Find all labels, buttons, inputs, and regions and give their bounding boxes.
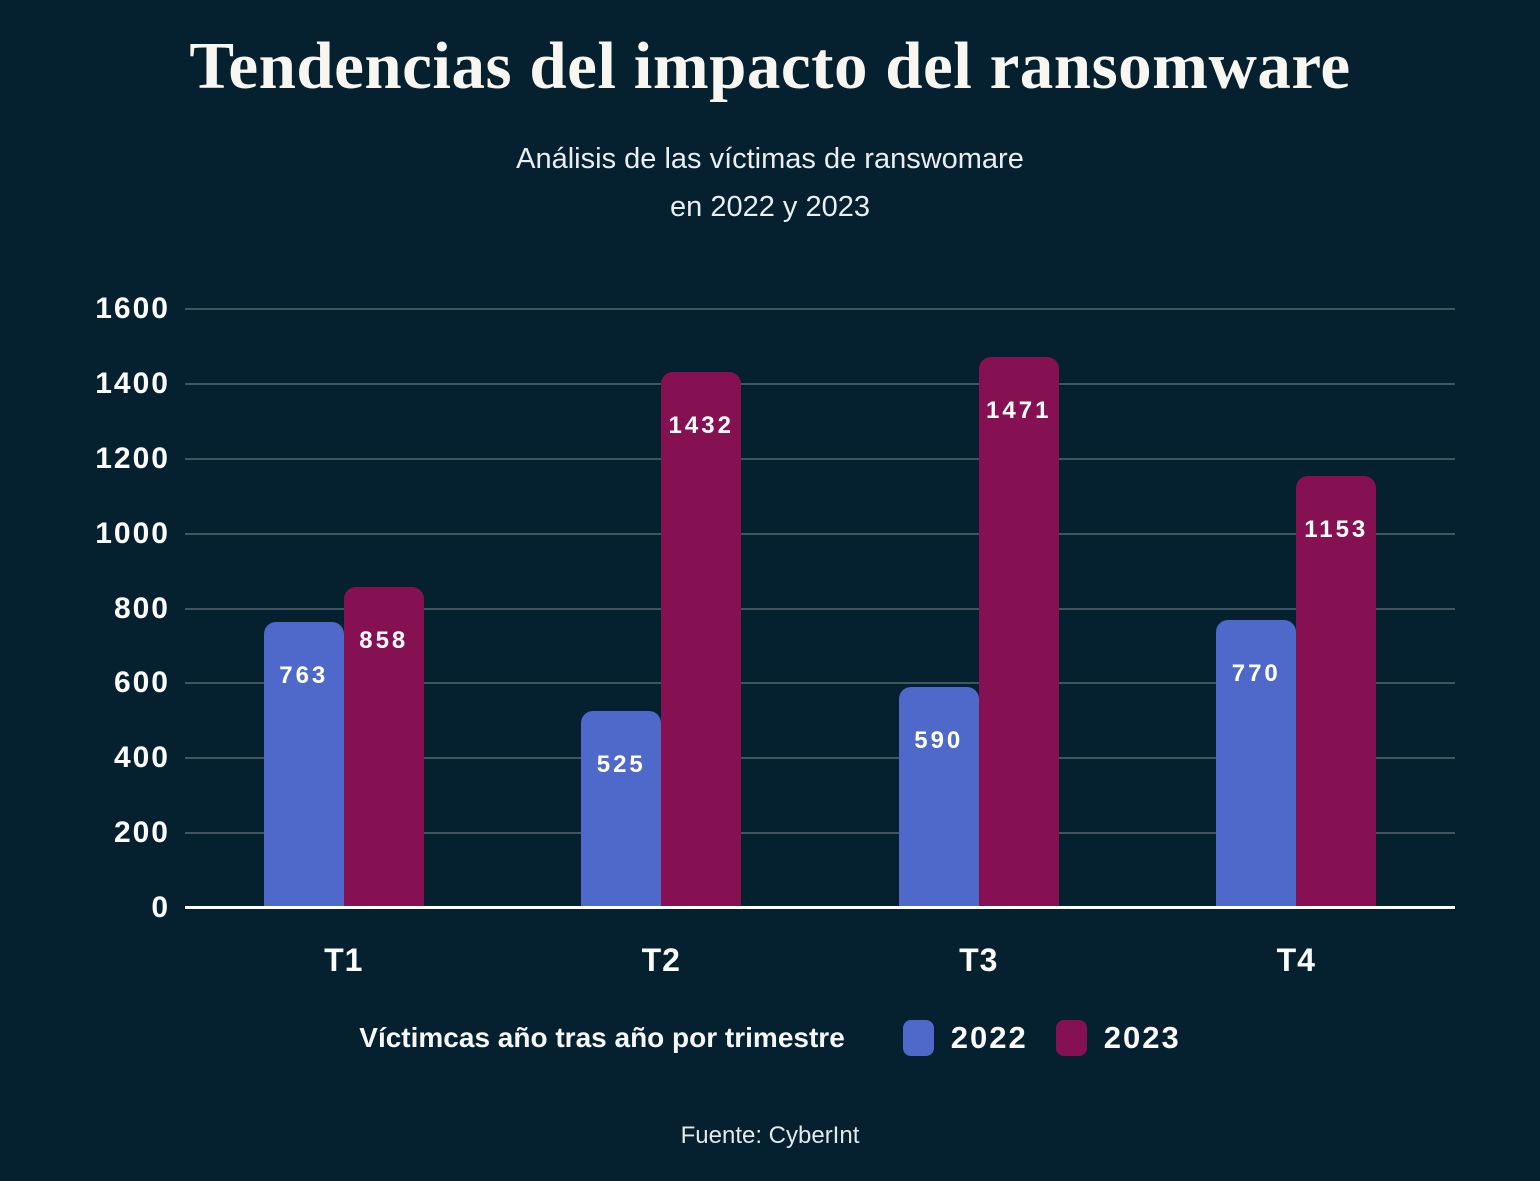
y-axis-tick-label: 1000 bbox=[95, 516, 170, 550]
chart-title: Tendencias del impacto del ransomware bbox=[189, 29, 1351, 103]
legend-year-label: 2023 bbox=[1103, 1020, 1181, 1055]
gridline bbox=[185, 607, 1455, 610]
gridline bbox=[185, 308, 1455, 310]
chart-subtitle-line-1: Análisis de las víctimas de ranswomare bbox=[516, 143, 1024, 175]
legend-item-2022: 2022 bbox=[902, 1020, 1028, 1056]
gridline bbox=[185, 757, 1455, 760]
bar-2023-t1: 858 bbox=[343, 586, 424, 908]
plot-area: 763 858 525 1432 590 1471 770 1153 bbox=[185, 308, 1455, 909]
gridline bbox=[185, 682, 1455, 685]
gridline bbox=[185, 832, 1455, 835]
gridline bbox=[185, 532, 1455, 535]
y-axis: 0 200 400 600 800 1000 1200 1400 1600 bbox=[40, 292, 170, 924]
bar-group-t1: 763 858 bbox=[185, 309, 503, 908]
bar-value-label: 1153 bbox=[1304, 516, 1369, 544]
legend: Víctimcas año tras año por trimestre 202… bbox=[0, 1020, 1540, 1056]
x-axis-label-t2: T2 bbox=[641, 942, 681, 978]
legend-label: Víctimcas año tras año por trimestre bbox=[359, 1022, 845, 1053]
y-axis-tick-label: 200 bbox=[113, 816, 170, 850]
x-axis-label-t4: T4 bbox=[1276, 942, 1316, 978]
y-axis-tick-label: 800 bbox=[113, 591, 170, 625]
legend-item-2023: 2023 bbox=[1055, 1020, 1181, 1056]
chart-subtitle: Análisis de las víctimas de ranswomare e… bbox=[0, 135, 1540, 231]
y-axis-tick-label: 400 bbox=[113, 741, 170, 775]
bar-2022-t1: 763 bbox=[263, 622, 344, 908]
x-axis-label-t3: T3 bbox=[959, 942, 999, 978]
chart-subtitle-line-2: en 2022 y 2023 bbox=[670, 191, 870, 223]
legend-swatch-2022 bbox=[902, 1020, 934, 1056]
bar-value-label: 590 bbox=[914, 727, 964, 755]
bar-value-label: 763 bbox=[279, 662, 329, 690]
y-axis-tick-label: 0 bbox=[151, 891, 170, 924]
legend-swatch-2023 bbox=[1055, 1020, 1087, 1056]
bar-2022-t2: 525 bbox=[581, 711, 662, 908]
x-axis: T1 T2 T3 T4 bbox=[185, 908, 1455, 979]
legend-items: 2022 2023 bbox=[902, 1020, 1181, 1056]
bar-value-label: 858 bbox=[359, 626, 409, 654]
bar-group-t4: 770 1153 bbox=[1138, 309, 1456, 908]
bar-2023-t2: 1432 bbox=[661, 371, 742, 908]
bar-value-label: 1471 bbox=[986, 397, 1052, 425]
bar-2023-t3: 1471 bbox=[978, 357, 1059, 908]
x-axis-line bbox=[185, 906, 1455, 909]
gridline bbox=[185, 457, 1455, 460]
gridline bbox=[185, 382, 1455, 385]
bar-value-label: 1432 bbox=[668, 411, 734, 439]
source-attribution: Fuente: CyberInt bbox=[680, 1122, 860, 1149]
bar-2022-t4: 770 bbox=[1216, 619, 1297, 908]
bar-groups: 763 858 525 1432 590 1471 770 1153 bbox=[185, 309, 1455, 908]
y-axis-tick-label: 1400 bbox=[95, 366, 170, 400]
y-axis-tick-label: 600 bbox=[113, 666, 170, 700]
bar-value-label: 525 bbox=[596, 751, 646, 779]
bar-2022-t3: 590 bbox=[898, 687, 979, 908]
legend-year-label: 2022 bbox=[950, 1020, 1028, 1055]
y-axis-tick-label: 1600 bbox=[95, 292, 170, 325]
bar-2023-t4: 1153 bbox=[1296, 476, 1377, 908]
bar-group-t3: 590 1471 bbox=[820, 309, 1138, 908]
bar-value-label: 770 bbox=[1231, 659, 1281, 687]
y-axis-tick-label: 1200 bbox=[95, 441, 170, 475]
bar-group-t2: 525 1432 bbox=[503, 309, 821, 908]
x-axis-label-t1: T1 bbox=[324, 942, 364, 978]
